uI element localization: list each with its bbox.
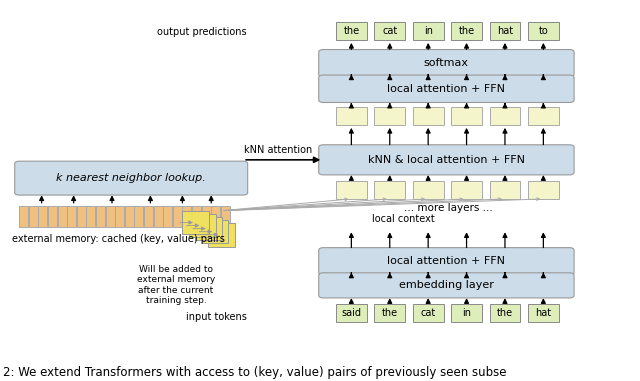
Bar [58,206,67,227]
Bar [202,206,211,227]
FancyBboxPatch shape [319,75,574,102]
Text: local attention + FFN: local attention + FFN [387,256,506,266]
Bar [48,206,57,227]
Bar [336,22,367,40]
Bar [336,304,367,322]
Bar [451,22,482,40]
Text: hat: hat [497,26,513,36]
Bar [451,107,482,125]
FancyBboxPatch shape [319,145,574,175]
Bar [154,206,163,227]
Bar [528,304,559,322]
Text: to: to [538,26,548,36]
Bar [490,181,520,199]
Text: the: the [343,26,360,36]
Bar [202,220,228,243]
Bar [86,206,95,227]
Text: 2: We extend Transformers with access to (key, value) pairs of previously seen s: 2: We extend Transformers with access to… [3,366,507,379]
Bar [413,22,444,40]
Bar [211,206,220,227]
Bar [173,206,182,227]
Bar [451,181,482,199]
Bar [195,217,222,240]
Text: input tokens: input tokens [186,312,246,322]
Bar [77,206,86,227]
Bar [374,304,405,322]
Bar [67,206,76,227]
Bar [336,181,367,199]
Bar [528,22,559,40]
Text: said: said [341,308,362,318]
Text: kNN & local attention + FFN: kNN & local attention + FFN [368,155,525,165]
Text: in: in [462,308,471,318]
Text: softmax: softmax [424,58,469,68]
Text: Will be added to
external memory
after the current
training step.: Will be added to external memory after t… [137,265,215,305]
Bar [413,181,444,199]
FancyBboxPatch shape [319,50,574,77]
Text: k nearest neighbor lookup.: k nearest neighbor lookup. [56,173,206,183]
Text: local context: local context [372,214,435,224]
Bar [374,181,405,199]
Bar [106,206,115,227]
Bar [490,107,520,125]
Bar [208,223,235,247]
Text: external memory: cached (key, value) pairs: external memory: cached (key, value) pai… [12,234,225,244]
Bar [29,206,38,227]
Bar [189,214,216,237]
Text: local attention + FFN: local attention + FFN [387,84,506,94]
Bar [134,206,143,227]
Bar [125,206,134,227]
Bar [413,107,444,125]
Bar [19,206,28,227]
Bar [451,304,482,322]
Text: hat: hat [535,308,552,318]
Bar [221,206,230,227]
Text: output predictions: output predictions [157,27,246,37]
Bar [38,206,47,227]
Bar [96,206,105,227]
FancyBboxPatch shape [319,248,574,275]
Bar [528,107,559,125]
Text: the: the [458,26,475,36]
Text: the: the [381,308,398,318]
FancyBboxPatch shape [319,273,574,298]
Bar [413,304,444,322]
Bar [182,211,209,234]
Text: kNN attention: kNN attention [244,146,312,155]
Bar [490,22,520,40]
Text: ... more layers ...: ... more layers ... [404,203,492,213]
Text: cat: cat [382,26,397,36]
Bar [163,206,172,227]
Text: cat: cat [420,308,436,318]
Bar [115,206,124,227]
Bar [192,206,201,227]
Bar [528,181,559,199]
Bar [374,107,405,125]
Text: in: in [424,26,433,36]
Text: embedding layer: embedding layer [399,280,494,290]
FancyBboxPatch shape [15,161,248,195]
Bar [490,304,520,322]
Text: the: the [497,308,513,318]
Bar [336,107,367,125]
Bar [182,206,191,227]
Bar [144,206,153,227]
Bar [374,22,405,40]
